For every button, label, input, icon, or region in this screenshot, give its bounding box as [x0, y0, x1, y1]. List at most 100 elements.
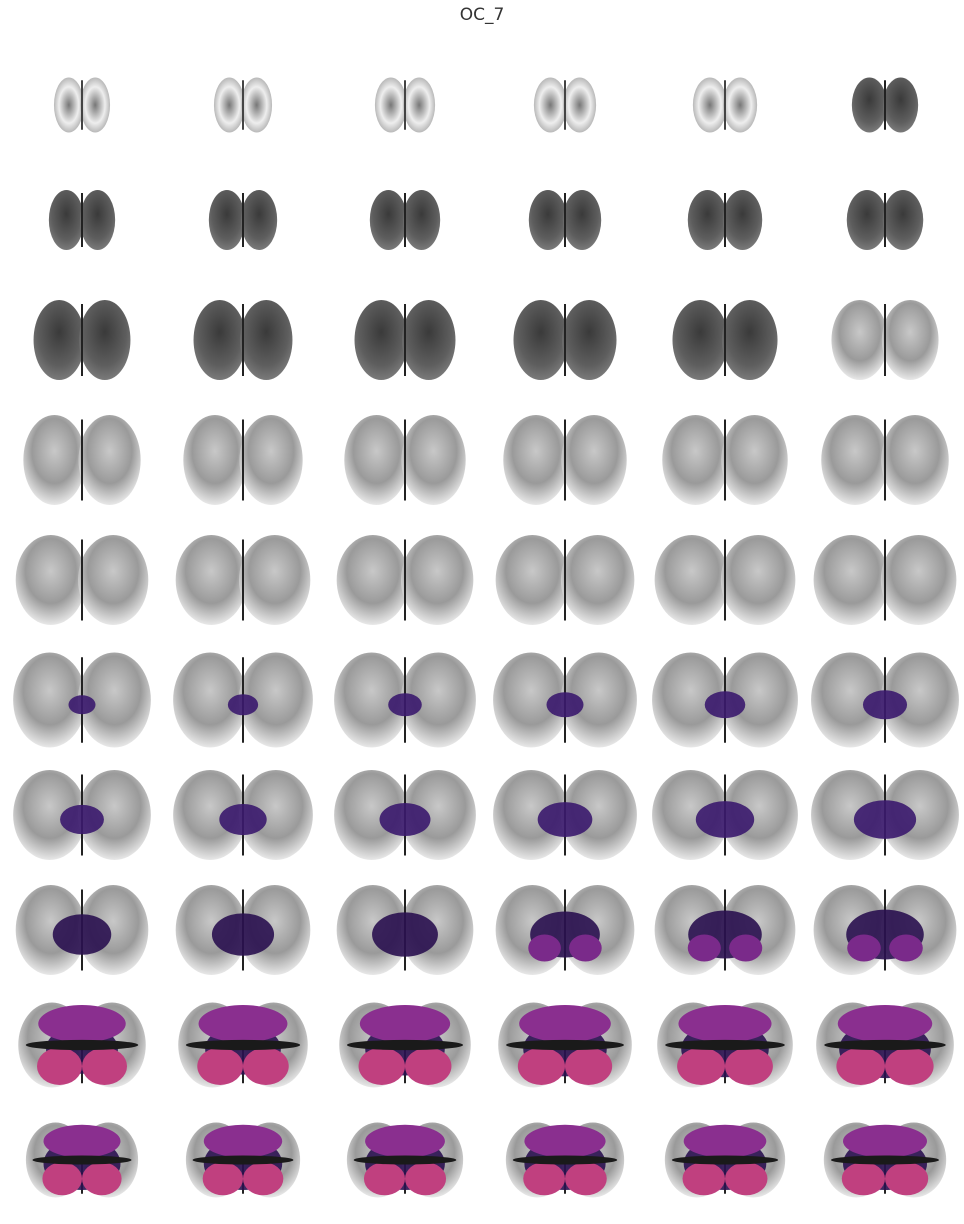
- hemisphere: [175, 535, 247, 625]
- hemisphere: [80, 77, 111, 133]
- hemisphere: [183, 415, 247, 505]
- overlay: [704, 691, 746, 719]
- hemisphere: [846, 190, 888, 250]
- hemisphere: [403, 77, 436, 133]
- overlay: [363, 1162, 405, 1196]
- brain-slice: [813, 885, 957, 975]
- hemisphere: [241, 77, 273, 133]
- overlay: [43, 1124, 121, 1158]
- hemisphere: [813, 535, 890, 625]
- overlay: [405, 1047, 452, 1085]
- overlay: [843, 1124, 927, 1158]
- hemisphere: [48, 190, 84, 250]
- brain-slice: [178, 1002, 308, 1088]
- brain-slice: [493, 652, 637, 748]
- overlay: [889, 934, 923, 962]
- overlay: [847, 934, 881, 962]
- overlay: [227, 694, 259, 716]
- brain-slice: [811, 652, 959, 748]
- hemisphere: [881, 415, 949, 505]
- hemisphere: [15, 535, 86, 625]
- brain-slice: [662, 415, 788, 505]
- brain-slice: [823, 1122, 947, 1198]
- hemisphere: [23, 415, 86, 505]
- overlay: [506, 1039, 624, 1051]
- hemisphere: [882, 190, 924, 250]
- brain-slice: [175, 885, 311, 975]
- overlay: [853, 800, 917, 839]
- hemisphere: [722, 190, 763, 250]
- brain-slice: [344, 415, 466, 505]
- hemisphere: [78, 535, 149, 625]
- brain-slice: [53, 77, 111, 133]
- overlay: [682, 1162, 725, 1196]
- hemisphere: [560, 535, 635, 625]
- hemisphere: [692, 77, 727, 133]
- brain-slice: [692, 77, 758, 133]
- overlay: [519, 1005, 611, 1043]
- brain-slice: [687, 190, 763, 250]
- overlay: [695, 801, 755, 838]
- hemisphere: [344, 415, 409, 505]
- brain-slice: [811, 770, 959, 860]
- brain-slice: [15, 535, 149, 625]
- hemisphere: [851, 77, 887, 133]
- overlay: [546, 692, 584, 718]
- hemisphere: [238, 770, 313, 860]
- brain-slice: [821, 415, 949, 505]
- hemisphere: [374, 77, 407, 133]
- brain-slice: [18, 1002, 146, 1088]
- hemisphere: [687, 190, 728, 250]
- hemisphere: [402, 190, 441, 250]
- hemisphere: [560, 652, 637, 748]
- hemisphere: [78, 885, 149, 975]
- brain-slice: [25, 1122, 139, 1198]
- overlay: [358, 1047, 405, 1085]
- hemisphere: [720, 535, 796, 625]
- brain-slice: [15, 885, 149, 975]
- brain-slice: [33, 300, 131, 380]
- brain-slice: [831, 300, 939, 380]
- brain-slice: [334, 770, 476, 860]
- overlay: [885, 1162, 929, 1196]
- brain-slice: [173, 770, 313, 860]
- brain-slice: [654, 885, 796, 975]
- overlay: [42, 1162, 82, 1196]
- brain-slice: [513, 300, 617, 380]
- hemisphere: [33, 300, 85, 380]
- brain-slice: [213, 77, 273, 133]
- overlay: [25, 1039, 139, 1051]
- hemisphere: [654, 535, 730, 625]
- hemisphere: [15, 885, 86, 975]
- hemisphere: [77, 652, 151, 748]
- hemisphere: [561, 415, 627, 505]
- hemisphere: [883, 77, 919, 133]
- hemisphere: [13, 652, 87, 748]
- hemisphere: [53, 77, 84, 133]
- hemisphere: [13, 770, 87, 860]
- hemisphere: [80, 190, 116, 250]
- overlay: [192, 1155, 294, 1165]
- hemisphere: [495, 535, 570, 625]
- slice-grid: [13, 77, 959, 1198]
- brain-slice: [846, 190, 924, 250]
- hemisphere: [402, 300, 456, 380]
- brain-slice: [346, 1122, 464, 1198]
- hemisphere: [78, 415, 141, 505]
- brain-slice: [495, 535, 635, 625]
- brain-slice: [185, 1122, 301, 1198]
- hemisphere: [513, 300, 569, 380]
- hemisphere: [173, 770, 248, 860]
- hemisphere: [652, 770, 730, 860]
- hemisphere: [354, 300, 408, 380]
- overlay: [729, 934, 763, 962]
- overlay: [32, 1155, 132, 1165]
- overlay: [379, 803, 431, 836]
- overlay: [824, 1039, 946, 1051]
- hemisphere: [400, 535, 474, 625]
- overlay: [198, 1005, 288, 1043]
- hemisphere: [831, 300, 889, 380]
- overlay: [885, 1047, 934, 1085]
- hemisphere: [238, 652, 313, 748]
